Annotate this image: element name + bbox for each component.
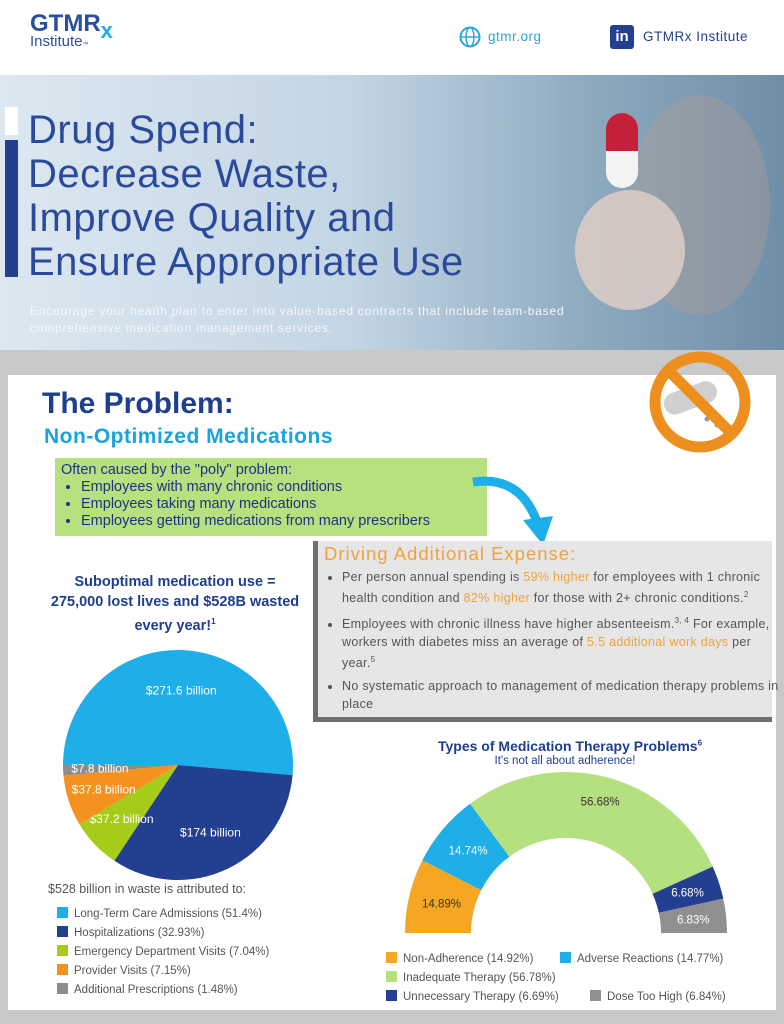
accent-bar (5, 140, 18, 277)
slice-label: $37.8 billion (72, 782, 136, 796)
linkedin-icon: in (610, 25, 634, 49)
pie-slice (63, 765, 178, 825)
poly-box: Often caused by the "poly" problem: Empl… (55, 458, 487, 536)
pie-title-text: Suboptimal medication use = 275,000 lost… (50, 574, 300, 634)
footnote: 5 (370, 655, 376, 665)
expense-title: Driving Additional Expense: (324, 543, 577, 564)
segment-label: 14.89% (422, 898, 461, 910)
globe-icon (459, 26, 481, 48)
hero-title: Ensure Appropriate Use (28, 240, 464, 284)
legend-swatch (57, 964, 68, 975)
poly-bullet: Employees taking many medications (81, 496, 481, 513)
website-link[interactable]: gtmr.org (488, 29, 542, 44)
segment-label: 56.68% (581, 796, 620, 808)
footnote: 2 (743, 590, 749, 599)
segment-label: 6.68% (671, 888, 704, 900)
expense-bullet: Employees with chronic illness have high… (342, 612, 782, 672)
hero-title: Improve Quality and (28, 196, 396, 240)
poly-intro: Often caused by the "poly" problem: (61, 462, 293, 478)
donut-title-text: Types of Medication Therapy Problems (437, 738, 698, 754)
expense-bullet: No systematic approach to management of … (342, 677, 782, 713)
pie-slice (79, 765, 178, 861)
legend-label: Hospitalizations (32.93%) (74, 927, 205, 939)
legend-label: Non-Adherence (14.92%) (403, 953, 534, 965)
text: Per person annual spending is (342, 570, 524, 584)
pie-slice (114, 765, 293, 880)
text: For example, workers with diabetes miss … (342, 617, 770, 650)
donut-segment (652, 866, 724, 913)
logo-rx: x (100, 18, 113, 43)
logo-sub: Institute (30, 33, 83, 50)
hero-title: Drug Spend: (28, 108, 259, 152)
logo-brand: GTMR (30, 10, 101, 37)
highlight: 5.5 additional work days (587, 635, 729, 650)
slice-label: $37.2 billion (89, 812, 153, 826)
arrow (472, 476, 553, 545)
donut-segment (470, 772, 713, 894)
poly-bullet: Employees getting medications from many … (81, 513, 481, 530)
pie-caption: $528 billion in waste is attributed to: (48, 882, 247, 896)
header: GTMRx Institute™ gtmr.org in GTMRx Insti… (0, 0, 784, 75)
legend-swatch (386, 971, 397, 982)
legend-label: Unnecessary Therapy (6.69%) (403, 991, 559, 1003)
slice-label: $174 billion (180, 825, 241, 839)
text: for employees with 1 chronic health cond… (342, 570, 761, 606)
donut-segment (405, 860, 482, 933)
hero-title: Decrease Waste, (28, 152, 341, 196)
legend-label: Additional Prescriptions (1.48%) (74, 984, 238, 996)
legend-label: Dose Too High (6.84%) (607, 991, 726, 1003)
segment-label: 6.83% (677, 914, 710, 926)
logo[interactable]: GTMRx Institute™ (30, 10, 113, 50)
hero: Drug Spend: Decrease Waste, Improve Qual… (0, 75, 784, 350)
footnote: 1 (211, 617, 216, 626)
donut-title: Types of Medication Therapy Problems6 (380, 738, 760, 754)
text: No systematic approach to management of … (342, 679, 779, 712)
problem-subtitle: Non-Optimized Medications (44, 425, 334, 448)
no-pills-icon (649, 351, 751, 453)
legend-swatch (57, 945, 68, 956)
slice-label: $7.8 billion (71, 762, 128, 776)
legend-swatch (57, 983, 68, 994)
hero-subtitle: Encourage your health plan to enter into… (30, 304, 565, 335)
text: Employees with chronic illness have high… (342, 617, 675, 632)
legend-swatch (386, 990, 397, 1001)
highlight: 82% higher (463, 591, 530, 606)
legend-swatch (57, 907, 68, 918)
footnote: 3, 4 (674, 616, 690, 626)
text: per year. (342, 635, 752, 671)
legend-label: Adverse Reactions (14.77%) (577, 953, 724, 965)
linkedin-link[interactable]: GTMRx Institute (643, 29, 749, 44)
footnote: 6 (697, 738, 703, 748)
poly-bullet: Employees with many chronic conditions (81, 479, 481, 496)
donut-subtitle: It's not all about adherence! (494, 755, 636, 767)
logo-tm: ™ (82, 42, 89, 48)
hero-image (575, 95, 770, 315)
problem-title: The Problem: (42, 387, 234, 420)
expense-box: Driving Additional Expense: Per person a… (318, 541, 778, 717)
legend-label: Emergency Department Visits (7.04%) (74, 946, 270, 958)
legend-label: Inadequate Therapy (56.78%) (403, 972, 556, 984)
pie-slice (63, 650, 293, 776)
pie-slice (63, 765, 178, 776)
legend-label: Long-Term Care Admissions (51.4%) (74, 908, 262, 920)
pie-title: Suboptimal medication use = 275,000 lost… (50, 572, 300, 636)
highlight: 59% higher (523, 570, 590, 584)
text: for those with 2+ chronic conditions. (529, 591, 744, 606)
donut-segment (658, 898, 727, 933)
donut-segment (422, 803, 510, 891)
expense-bullet: Per person annual spending is 59% higher… (342, 568, 782, 607)
legend-label: Provider Visits (7.15%) (74, 965, 191, 977)
legend-swatch (386, 952, 397, 963)
slice-label: $271.6 billion (146, 683, 217, 697)
accent-bar (5, 107, 18, 135)
legend-swatch (590, 990, 601, 1001)
segment-label: 14.74% (449, 845, 488, 857)
legend-swatch (560, 952, 571, 963)
legend-swatch (57, 926, 68, 937)
